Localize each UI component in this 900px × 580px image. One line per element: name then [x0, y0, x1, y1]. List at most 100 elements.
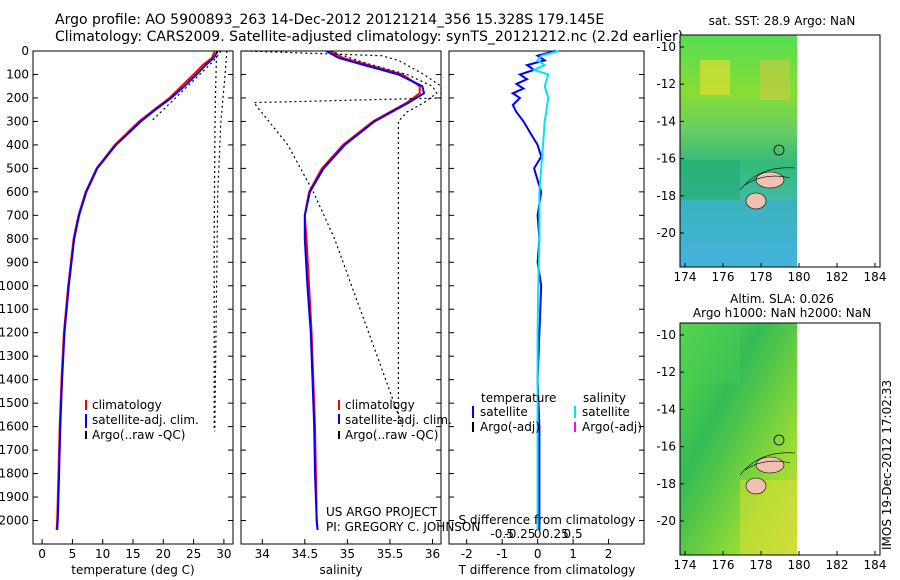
- map-y-tick-label: -10: [656, 40, 676, 54]
- map-y-tick-label: -18: [656, 477, 676, 491]
- y-tick-label: 400: [6, 138, 29, 152]
- salinity-legend-climatology: climatology: [345, 398, 415, 412]
- temperature-legend-satellite: satellite-adj. clim.: [92, 413, 199, 427]
- map-x-tick-label: 180: [788, 270, 811, 284]
- map-y-tick-label: -12: [656, 365, 676, 379]
- y-tick-label: 600: [6, 185, 29, 199]
- x-tick-label: 0: [534, 547, 542, 561]
- sst-map-ticks: 174 176 178 180 182 184 -10 -12 -14 -16 -18 -20: [656, 40, 886, 284]
- temperature-plot-frame: [32, 50, 234, 545]
- temperature-chart: 0 5 10 15 20 25 300100200300400500600700800900…: [0, 44, 233, 561]
- series-line: [150, 50, 222, 122]
- y-tick-label: 1700: [0, 443, 29, 457]
- sst-map-title: sat. SST: 28.9 Argo: NaN: [709, 14, 856, 28]
- y-tick-label: 1200: [0, 326, 29, 340]
- map-x-tick-label: 174: [674, 558, 697, 572]
- x-tick-label: 35.5: [377, 547, 404, 561]
- series-line: [214, 50, 228, 432]
- difference-legend: temperature salinity satellite Argo(-adj…: [472, 391, 642, 434]
- x-tick-label: 25: [186, 547, 201, 561]
- series-line: [303, 50, 426, 530]
- temperature-xlabel: temperature (deg C): [71, 563, 194, 577]
- series-line: [330, 50, 438, 427]
- s-tick-label: 0.25: [542, 527, 569, 541]
- x-tick-label: 20: [156, 547, 171, 561]
- map-y-tick-label: -20: [656, 226, 676, 240]
- sla-map-title-1: Altim. SLA: 0.026: [730, 292, 834, 306]
- series-line: [531, 50, 560, 530]
- y-tick-label: 900: [6, 255, 29, 269]
- temperature-legend-argo: Argo(..raw -QC): [92, 428, 185, 442]
- salinity-chart: 34 34.5 35 35.5 36: [241, 50, 442, 561]
- s-tick-label: 0.5: [564, 527, 583, 541]
- salinity-xlabel: salinity: [319, 563, 362, 577]
- y-tick-label: 1300: [0, 349, 29, 363]
- difference-legend-temp-satellite: satellite: [480, 405, 528, 419]
- difference-legend-salinity-title: salinity: [583, 391, 626, 405]
- sst-map: [679, 34, 881, 268]
- map-y-tick-label: -14: [656, 114, 676, 128]
- temperature-legend-climatology: climatology: [92, 398, 162, 412]
- y-tick-label: 1100: [0, 302, 29, 316]
- map-x-tick-label: 176: [712, 270, 735, 284]
- s-tick-label: 0: [534, 527, 542, 541]
- map-x-tick-label: 182: [826, 270, 849, 284]
- y-tick-label: 1800: [0, 467, 29, 481]
- difference-legend-sal-satellite: satellite: [582, 405, 630, 419]
- y-tick-label: 1900: [0, 490, 29, 504]
- series-line: [245, 50, 442, 427]
- sla-map-title-2: Argo h1000: NaN h2000: NaN: [693, 306, 871, 320]
- map-x-tick-label: 176: [712, 558, 735, 572]
- credits-pi: PI: GREGORY C. JOHNSON: [326, 520, 480, 534]
- x-tick-label: 34.5: [291, 547, 318, 561]
- y-tick-label: 1600: [0, 420, 29, 434]
- header-line-2: Climatology: CARS2009. Satellite-adjuste…: [55, 29, 684, 45]
- map-y-tick-label: -10: [656, 328, 676, 342]
- y-tick-label: 2000: [0, 514, 29, 528]
- difference-legend-sal-argo: Argo(-adj): [582, 420, 642, 434]
- x-tick-label: 2: [605, 547, 613, 561]
- map-y-tick-label: -16: [656, 152, 676, 166]
- s-tick-label: -0.5: [490, 527, 513, 541]
- header-line-1: Argo profile: AO 5900893_263 14-Dec-2012…: [55, 12, 605, 28]
- salinity-legend-satellite: satellite-adj. clim.: [345, 413, 452, 427]
- sla-map: [679, 322, 881, 556]
- map-x-tick-label: 174: [674, 270, 697, 284]
- map-x-tick-label: 180: [788, 558, 811, 572]
- difference-xlabel-top: S difference from climatology: [459, 513, 636, 527]
- series-line: [510, 50, 556, 530]
- difference-xlabel: T difference from climatology: [458, 563, 636, 577]
- y-tick-label: 300: [6, 114, 29, 128]
- map-x-tick-label: 178: [750, 270, 773, 284]
- x-tick-label: 10: [95, 547, 110, 561]
- map-y-tick-label: -16: [656, 440, 676, 454]
- x-tick-label: 5: [69, 547, 77, 561]
- x-tick-label: 36: [425, 547, 440, 561]
- map-x-tick-label: 182: [826, 558, 849, 572]
- x-tick-label: -2: [461, 547, 473, 561]
- series-line: [213, 50, 218, 432]
- difference-legend-temp-argo: Argo(-adj): [480, 420, 540, 434]
- y-tick-label: 200: [6, 91, 29, 105]
- y-tick-label: 500: [6, 161, 29, 175]
- difference-plot-frame: [448, 50, 645, 545]
- y-tick-label: 0: [21, 44, 29, 58]
- y-tick-label: 100: [6, 67, 29, 81]
- y-tick-label: 1000: [0, 279, 29, 293]
- map-y-tick-label: -20: [656, 514, 676, 528]
- x-tick-label: 35: [340, 547, 355, 561]
- map-y-tick-label: -12: [656, 77, 676, 91]
- sla-map-ticks: 174 176 178 180 182 184 -10 -12 -14 -16 -18 -20: [656, 328, 886, 572]
- y-tick-label: 800: [6, 232, 29, 246]
- map-y-tick-label: -14: [656, 402, 676, 416]
- difference-chart: -2 -1 0 1 2-0.5-0.250 0.250.5: [449, 50, 644, 561]
- x-tick-label: 34: [255, 547, 270, 561]
- salinity-plot-frame: [240, 50, 442, 545]
- y-tick-label: 1500: [0, 396, 29, 410]
- map-x-tick-label: 184: [864, 558, 887, 572]
- credits-project: US ARGO PROJECT: [326, 505, 438, 519]
- y-tick-label: 700: [6, 208, 29, 222]
- map-y-tick-label: -18: [656, 189, 676, 203]
- map-x-tick-label: 184: [864, 270, 887, 284]
